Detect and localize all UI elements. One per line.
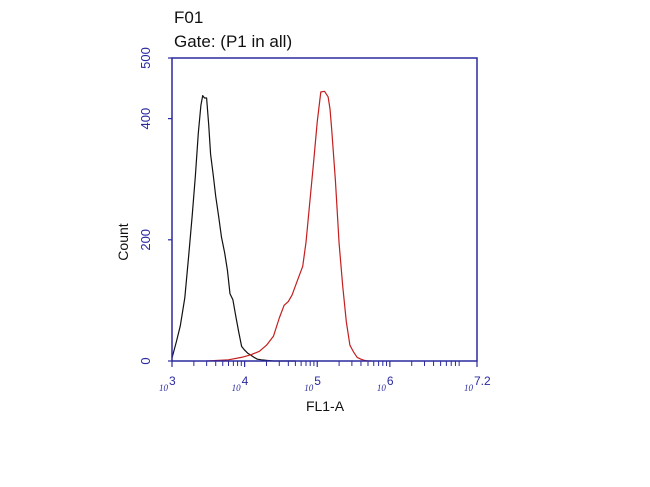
x-tick-exp-1: 3 [169, 374, 176, 388]
y-tick-label-400: 400 [138, 108, 153, 130]
x-tick-labels: 10 3 10 4 10 5 10 6 10 7.2 [159, 374, 491, 393]
series-line-1 [171, 94, 296, 362]
x-tick-base-3: 10 [304, 383, 314, 393]
x-tick-exp-2: 4 [242, 374, 249, 388]
x-tick-base-1: 10 [159, 383, 169, 393]
y-tick-label-0: 0 [138, 357, 153, 364]
x-tick-exp-4: 6 [387, 374, 394, 388]
chart-subtitle: Gate: (P1 in all) [174, 32, 293, 51]
x-axis-label: FL1-A [306, 398, 345, 414]
x-minor-ticks [193, 361, 460, 366]
x-major-ticks [171, 361, 478, 367]
x-tick-base-4: 10 [377, 383, 387, 393]
chart-title: F01 [174, 8, 204, 27]
x-tick-exp-3: 5 [314, 374, 321, 388]
series-line-2 [206, 90, 372, 362]
y-tick-labels: 0 200 400 500 [138, 47, 153, 364]
y-tick-label-200: 200 [138, 229, 153, 251]
series-layer [171, 90, 372, 362]
y-axis-label: Count [115, 223, 131, 260]
x-tick-exp-5: 7.2 [474, 374, 491, 388]
y-tick-label-500: 500 [138, 47, 153, 69]
plot-frame [171, 57, 478, 362]
x-tick-base-2: 10 [232, 383, 242, 393]
x-tick-base-5: 10 [464, 383, 474, 393]
